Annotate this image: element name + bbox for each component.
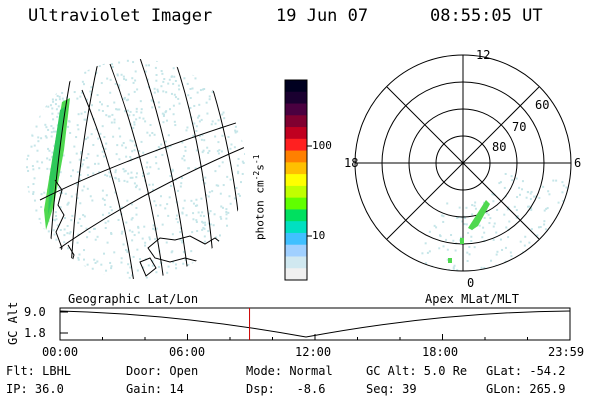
- dsp-info: Dsp: -8.6: [246, 382, 326, 396]
- mode-info: Mode: Normal: [246, 364, 333, 378]
- colorbar-segment: [285, 268, 307, 281]
- seq-info: Seq: 39: [366, 382, 417, 396]
- mlt-label-12: 12: [476, 48, 491, 62]
- colorbar-segment: [285, 185, 307, 199]
- ip-info: IP: 36.0: [6, 382, 64, 396]
- colorbar-segment: [285, 127, 307, 140]
- colorbar-segment: [285, 256, 307, 269]
- filter-info: Flt: LBHL: [6, 364, 72, 378]
- colorbar-segment: [285, 244, 307, 257]
- lat-label-80: 80: [492, 140, 507, 154]
- altitude-plot: [59, 307, 571, 341]
- colorbar-segment: [285, 138, 307, 152]
- colorbar-segment: [285, 80, 307, 93]
- lat-label-70: 70: [512, 120, 527, 134]
- door-info: Door: Open: [126, 364, 199, 378]
- colorbar-segment: [285, 91, 307, 105]
- lat-label-60: 60: [535, 98, 550, 112]
- colorbar-segment: [285, 174, 307, 187]
- time-tick-2359: 23:59: [548, 345, 585, 359]
- altitude-axis-title: GC Alt: [6, 301, 20, 345]
- colorbar-segment: [285, 115, 307, 128]
- colorbar-segment: [285, 209, 307, 222]
- colorbar-segment: [285, 103, 307, 116]
- colorbar-tick-10: 10: [312, 229, 326, 242]
- date-label: 19 Jun 07: [276, 6, 369, 26]
- time-tick-0000: 00:00: [42, 345, 79, 359]
- mlt-label-0: 0: [467, 276, 475, 290]
- instrument-title: Ultraviolet Imager: [28, 6, 213, 26]
- colorbar: [284, 79, 312, 281]
- colorbar-unit-label: photon cm-2s-1: [252, 154, 267, 240]
- altitude-tick-9: 9.0: [24, 305, 46, 319]
- colorbar-segment: [285, 150, 307, 163]
- colorbar-tick-100: 100: [312, 139, 332, 152]
- mlt-label-6: 6: [574, 156, 582, 170]
- time-tick-1800: 18:00: [422, 345, 459, 359]
- polar-plot: [354, 54, 572, 272]
- time-tick-1200: 12:00: [295, 345, 332, 359]
- colorbar-segment: [285, 232, 307, 246]
- colorbar-segment: [285, 221, 307, 234]
- glat-info: GLat: -54.2: [486, 364, 566, 378]
- gain-info: Gain: 14: [126, 382, 184, 396]
- gc-alt-info: GC Alt: 5.0 Re: [366, 364, 468, 378]
- apex-grid-label: Apex MLat/MLT: [425, 292, 519, 306]
- time-label: 08:55:05 UT: [430, 6, 543, 26]
- geo-grid-label: Geographic Lat/Lon: [68, 292, 199, 306]
- time-tick-0600: 06:00: [169, 345, 206, 359]
- glon-info: GLon: 265.9: [486, 382, 566, 396]
- colorbar-segment: [285, 197, 307, 210]
- uv-earth-image: [26, 59, 246, 279]
- altitude-tick-1-8: 1.8: [24, 326, 46, 340]
- colorbar-segment: [285, 162, 307, 175]
- mlt-label-18: 18: [344, 156, 359, 170]
